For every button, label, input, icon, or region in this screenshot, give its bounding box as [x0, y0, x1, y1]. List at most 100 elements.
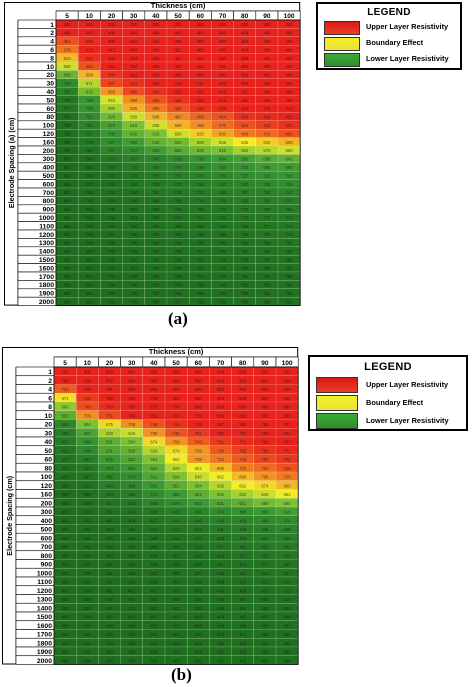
cell-value-label: 799 [108, 266, 116, 271]
cell-value-label: 426 [128, 501, 136, 506]
cell-value-label: 800 [64, 165, 72, 170]
cell-value-label: 800 [150, 378, 158, 383]
legend-swatch-boundary [316, 395, 358, 411]
row-header-label: 300 [43, 156, 55, 163]
cell-value-label: 409 [261, 597, 269, 602]
cell-value-label: 400 [106, 650, 114, 655]
cell-value-label: 531 [150, 475, 158, 480]
cell-value-label: 799 [86, 232, 94, 237]
cell-value-label: 412 [261, 580, 269, 585]
cell-value-label: 445 [261, 527, 269, 532]
cell-value-label: 800 [86, 283, 94, 288]
row-header-label: 300 [41, 509, 53, 516]
cell-value-label: 400 [128, 632, 136, 637]
cell-value-label: 799 [86, 215, 94, 220]
cell-value-label: 800 [150, 370, 158, 375]
cell-value-label: 792 [263, 291, 271, 296]
cell-value-label: 402 [195, 641, 203, 646]
cell-value-label: 708 [173, 440, 181, 445]
cell-value-label: 434 [130, 81, 138, 86]
cell-value-label: 408 [263, 89, 271, 94]
cell-value-label: 400 [64, 31, 72, 36]
row-header-label: 1400 [39, 249, 54, 256]
cell-value-label: 400 [197, 39, 205, 44]
cell-value-label: 407 [62, 475, 70, 480]
cell-value-label: 413 [286, 106, 294, 111]
cell-value-label: 773 [263, 215, 271, 220]
cell-value-label: 662 [173, 457, 181, 462]
cell-value-label: 401 [150, 606, 158, 611]
row-header-label: 30 [44, 430, 52, 437]
cell-value-label: 800 [64, 249, 72, 254]
column-header-label: 60 [197, 13, 205, 20]
cell-value-label: 400 [286, 73, 294, 78]
cell-value-label: 800 [106, 378, 114, 383]
x-axis-title: Thickness (cm) [149, 347, 204, 356]
cell-value-label: 757 [241, 190, 249, 195]
column-header-label: 100 [284, 13, 295, 20]
row-header-label: 200 [41, 500, 53, 507]
cell-value-label: 420 [197, 89, 205, 94]
cell-value-label: 421 [261, 553, 269, 558]
cell-value-label: 400 [219, 56, 227, 61]
cell-value-label: 594 [150, 457, 158, 462]
cell-value-label: 800 [173, 370, 181, 375]
cell-value-label: 757 [175, 173, 183, 178]
cell-value-label: 580 [261, 501, 269, 506]
cell-value-label: 551 [150, 466, 158, 471]
cell-value-label: 400 [286, 31, 294, 36]
cell-value-label: 706 [195, 448, 203, 453]
row-header-label: 4 [50, 39, 54, 46]
cell-value-label: 747 [241, 182, 249, 187]
cell-value-label: 429 [239, 536, 247, 541]
cell-value-label: 404 [173, 580, 181, 585]
cell-value-label: 402 [128, 571, 136, 576]
row-header-label: 2 [48, 378, 52, 385]
cell-value-label: 401 [173, 650, 181, 655]
cell-value-label: 794 [219, 291, 227, 296]
cell-value-label: 720 [217, 457, 225, 462]
cell-value-label: 400 [62, 536, 70, 541]
cell-value-label: 409 [106, 510, 114, 515]
legend-item-upper: Upper Layer Resistivity [310, 377, 466, 393]
cell-value-label: 410 [195, 553, 203, 558]
cell-value-label: 400 [128, 658, 136, 663]
legend-a: LEGEND Upper Layer Resistivity Boundary … [316, 2, 462, 70]
cell-value-label: 400 [84, 606, 92, 611]
cell-value-label: 800 [150, 387, 158, 392]
cell-value-label: 401 [106, 588, 114, 593]
cell-value-label: 778 [175, 190, 183, 195]
cell-value-label: 405 [62, 483, 70, 488]
cell-value-label: 408 [263, 98, 271, 103]
cell-value-label: 402 [173, 606, 181, 611]
cell-value-label: 690 [239, 475, 247, 480]
cell-value-label: 405 [84, 501, 92, 506]
cell-value-label: 708 [128, 422, 136, 427]
cell-value-label: 770 [219, 199, 227, 204]
cell-value-label: 400 [84, 615, 92, 620]
cell-value-label: 403 [261, 658, 269, 663]
cell-value-label: 708 [150, 431, 158, 436]
cell-value-label: 408 [284, 615, 292, 620]
cell-value-label: 502 [106, 457, 114, 462]
cell-value-label: 760 [84, 396, 92, 401]
cell-value-label: 798 [62, 378, 70, 383]
cell-value-label: 402 [150, 580, 158, 585]
cell-value-label: 800 [217, 387, 225, 392]
cell-value-label: 798 [108, 257, 116, 262]
column-header-label: 100 [282, 360, 293, 367]
cell-value-label: 406 [108, 56, 116, 61]
row-header-label: 500 [43, 173, 55, 180]
cell-value-label: 500 [219, 131, 227, 136]
heatmap-cell [77, 238, 101, 247]
cell-value-label: 797 [284, 422, 292, 427]
cell-value-label: 747 [286, 190, 294, 195]
row-header-label: 1900 [37, 649, 52, 656]
cell-value-label: 436 [195, 518, 203, 523]
cell-value-label: 729 [175, 157, 183, 162]
cell-value-label: 413 [108, 47, 116, 52]
cell-value-label: 610 [219, 148, 227, 153]
cell-value-label: 571 [86, 81, 94, 86]
cell-value-label: 531 [128, 457, 136, 462]
row-header-label: 1 [50, 22, 54, 29]
